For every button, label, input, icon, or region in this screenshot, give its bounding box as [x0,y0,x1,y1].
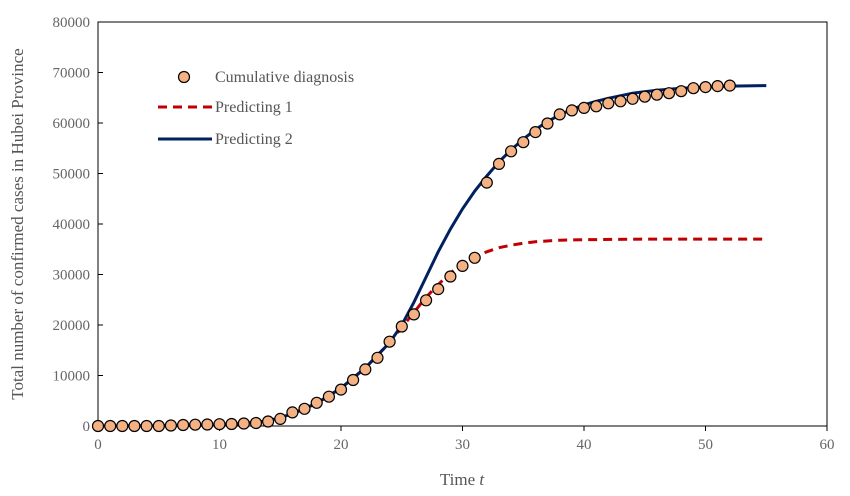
y-axis-ticks: 0 10000 20000 30000 40000 50000 60000 70000 8000… [53,15,103,435]
data-point-cumulative-diagnosis [383,335,396,348]
data-point-cumulative-diagnosis [505,145,518,158]
data-point-cumulative-diagnosis [638,90,651,103]
data-point-cumulative-diagnosis [225,417,238,431]
data-point-cumulative-diagnosis [577,101,591,115]
data-point-cumulative-diagnosis [541,117,554,130]
data-point-cumulative-diagnosis [371,351,384,364]
x-tick-label: 20 [334,437,349,453]
x-tick-label: 30 [455,437,470,453]
data-point-cumulative-diagnosis [152,419,165,433]
data-point-cumulative-diagnosis [420,294,433,307]
y-tick-label: 10000 [53,369,91,385]
y-tick-label: 20000 [53,318,91,334]
data-point-cumulative-diagnosis [662,87,676,100]
y-tick-label: 30000 [53,268,91,284]
x-tick-label: 0 [94,437,102,453]
x-tick-label: 50 [698,437,713,453]
data-point-cumulative-diagnosis [164,419,177,432]
data-point-cumulative-diagnosis [480,176,493,189]
data-point-cumulative-diagnosis [456,259,469,272]
data-point-cumulative-diagnosis [407,308,420,321]
data-point-cumulative-diagnosis [213,418,226,431]
data-point-cumulative-diagnosis [432,283,445,296]
x-tick-label: 10 [212,437,227,453]
x-axis-title-text: Time [440,470,475,489]
data-point-cumulative-diagnosis [359,363,372,376]
data-point-cumulative-diagnosis [529,126,542,139]
data-point-cumulative-diagnosis [322,390,335,403]
data-point-cumulative-diagnosis [687,82,700,95]
data-point-cumulative-diagnosis [310,396,323,409]
data-point-cumulative-diagnosis [492,157,506,170]
data-point-cumulative-diagnosis [711,79,724,93]
y-tick-label: 80000 [53,15,91,31]
data-point-cumulative-diagnosis [91,419,105,433]
x-tick-label: 40 [577,437,592,453]
series-line-predicting-2 [97,84,767,428]
x-axis-title-var: t [479,470,485,489]
data-point-cumulative-diagnosis [262,415,275,428]
data-point-cumulative-diagnosis [249,416,263,430]
data-point-cumulative-diagnosis [201,418,214,431]
data-point-cumulative-diagnosis [650,88,664,101]
data-point-cumulative-diagnosis [626,92,639,105]
data-point-cumulative-diagnosis [590,100,603,113]
legend-label-predicting-2: Predicting 2 [215,131,293,148]
data-point-cumulative-diagnosis [347,373,360,387]
data-point-cumulative-diagnosis [517,136,530,149]
legend-label-predicting-1: Predicting 1 [215,99,293,116]
data-point-cumulative-diagnosis [553,108,566,121]
data-point-cumulative-diagnosis [189,418,202,431]
legend: Cumulative diagnosis Predicting 1 Predic… [158,69,354,148]
legend-label-cumulative: Cumulative diagnosis [215,69,354,86]
y-tick-label: 0 [83,419,91,435]
data-point-cumulative-diagnosis [104,419,117,433]
data-point-cumulative-diagnosis [298,402,311,415]
data-point-cumulative-diagnosis [699,80,712,94]
data-point-cumulative-diagnosis [140,419,153,433]
legend-marker-cumulative [177,70,191,84]
data-point-cumulative-diagnosis [274,412,287,425]
data-point-cumulative-diagnosis [177,418,190,432]
y-axis-title: Total number of confirmed cases in Hubei… [8,48,27,399]
x-axis-title: Time t [440,470,486,489]
data-point-cumulative-diagnosis [723,79,736,92]
data-point-cumulative-diagnosis [468,251,481,264]
y-tick-label: 60000 [53,116,91,132]
data-point-cumulative-diagnosis [116,419,129,433]
x-tick-label: 60 [820,437,835,453]
data-point-cumulative-diagnosis [675,85,688,98]
y-tick-label: 40000 [53,217,91,233]
data-point-cumulative-diagnosis [334,383,348,396]
data-point-cumulative-diagnosis [286,406,299,419]
data-point-cumulative-diagnosis [237,417,250,430]
data-point-cumulative-diagnosis [565,104,579,117]
data-point-cumulative-diagnosis [602,97,615,110]
data-point-cumulative-diagnosis [395,320,408,333]
y-tick-label: 50000 [53,167,91,183]
data-point-cumulative-diagnosis [444,270,457,283]
data-point-cumulative-diagnosis [128,419,141,433]
series-layer [91,79,767,433]
y-tick-label: 70000 [53,66,91,82]
data-point-cumulative-diagnosis [614,95,627,108]
